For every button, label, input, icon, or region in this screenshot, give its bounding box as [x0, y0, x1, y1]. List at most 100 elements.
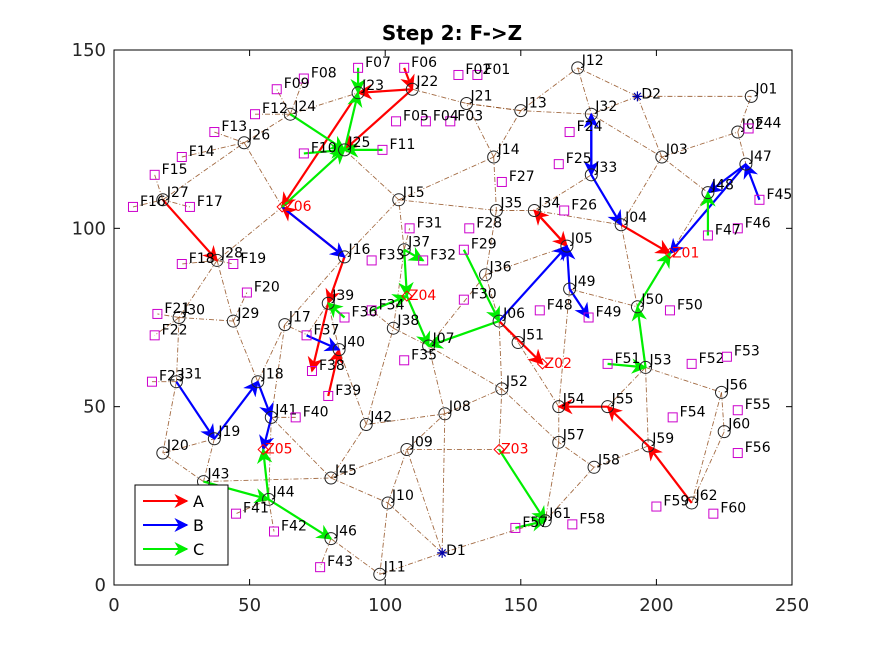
junction-label: J36 [489, 260, 512, 276]
facility-node [602, 358, 613, 369]
network-edge [636, 96, 663, 158]
network-edge [330, 477, 389, 504]
junction-label: J03 [665, 142, 688, 158]
facility-node [667, 412, 678, 423]
network-edge [403, 228, 411, 250]
route-arrow-b [213, 380, 259, 440]
junction-node [571, 61, 585, 75]
network-edge [428, 345, 503, 390]
junction-node [560, 239, 574, 253]
junction-label: J50 [640, 292, 663, 308]
junction-node [373, 567, 387, 581]
junction-label: J01 [754, 81, 777, 97]
zone-label: Z04 [409, 288, 436, 304]
network-edge [365, 328, 394, 425]
network-edge [379, 552, 443, 575]
facility-label: F02 [465, 62, 491, 78]
junction-node [717, 425, 731, 439]
junction-node [744, 89, 758, 103]
facility-label: F60 [720, 501, 746, 517]
junction-label: J52 [505, 374, 528, 390]
network-edge [691, 431, 725, 504]
network-edge [203, 438, 215, 482]
junction-node [487, 150, 501, 164]
junction-label: J22 [415, 74, 438, 90]
facility-label: F23 [159, 369, 185, 385]
network-edge [398, 199, 405, 250]
facility-node [366, 305, 377, 316]
facility-label: F58 [579, 511, 605, 527]
y-tick-label: 150 [72, 40, 106, 61]
network-edge [661, 156, 709, 194]
facility-label: F03 [457, 108, 483, 124]
facility-node [564, 127, 575, 138]
junction-label: J45 [334, 463, 357, 479]
facility-label: F32 [430, 247, 456, 263]
route-arrow-c [403, 246, 425, 262]
facility-node [366, 255, 377, 266]
junction-label: J07 [432, 331, 455, 347]
facility-label: F29 [471, 237, 497, 253]
facility-node [146, 376, 157, 387]
facility-node [127, 201, 138, 212]
junction-node [405, 82, 419, 96]
junction-label: J44 [272, 484, 295, 500]
route-arrow-c [636, 251, 671, 308]
depot-node [632, 91, 643, 102]
zone-label: Z05 [265, 441, 292, 457]
route-arrow-a [307, 302, 330, 373]
junction-label: J11 [383, 559, 406, 575]
junction-label: J13 [524, 96, 547, 112]
facility-label: F26 [571, 198, 597, 214]
junction-label: J41 [274, 402, 297, 418]
route-arrow-a [343, 88, 414, 151]
node-layer: J01 J02 J03 J04 J05 J06 J07 J08 J09 J10 J11 J12 J13 J… [127, 53, 792, 581]
network-edge [534, 174, 592, 211]
facility-label: F36 [352, 305, 378, 321]
network-edge [270, 417, 332, 479]
route-arrow-a [620, 223, 672, 255]
junction-node [639, 360, 653, 374]
route-arrow-c [343, 91, 363, 151]
facility-node [458, 294, 469, 305]
junction-node [392, 193, 406, 207]
facility-label: F38 [319, 358, 345, 374]
junction-node [739, 157, 753, 171]
network-edge [544, 466, 595, 522]
junction-label: J46 [334, 524, 357, 540]
route-arrow-a [325, 256, 346, 305]
depot-label: D1 [446, 543, 466, 559]
facility-label: F18 [189, 251, 215, 267]
facility-label: F33 [379, 247, 405, 263]
facility-label: F05 [403, 108, 429, 124]
zone-node [493, 443, 505, 456]
facility-label: F12 [262, 101, 288, 117]
network-edge [517, 342, 560, 407]
junction-node [685, 496, 699, 510]
axes: 0 50 100 150 200 250 0 50 100 150 [72, 40, 810, 616]
junction-label: J18 [261, 367, 284, 383]
junction-node [321, 296, 335, 310]
network-edge [387, 502, 443, 554]
junction-node [587, 460, 601, 474]
facility-label: F08 [311, 66, 337, 82]
facility-label: F07 [365, 55, 391, 71]
network-edge [162, 438, 215, 454]
route-arrow-a [281, 92, 359, 209]
junction-node [207, 432, 221, 446]
facility-node [301, 330, 312, 341]
junction-node [538, 514, 552, 528]
facility-node [149, 330, 160, 341]
zone-node [664, 247, 676, 260]
facility-label: F49 [596, 305, 622, 321]
chart-title: Step 2: F->Z [382, 21, 522, 45]
network-edge [498, 321, 503, 389]
route-arrow-a [498, 320, 544, 365]
facility-node [250, 109, 261, 120]
network-edge [591, 113, 663, 158]
network-edge [216, 260, 234, 322]
facility-label: F40 [303, 404, 329, 420]
route-arrow-c [427, 320, 500, 349]
